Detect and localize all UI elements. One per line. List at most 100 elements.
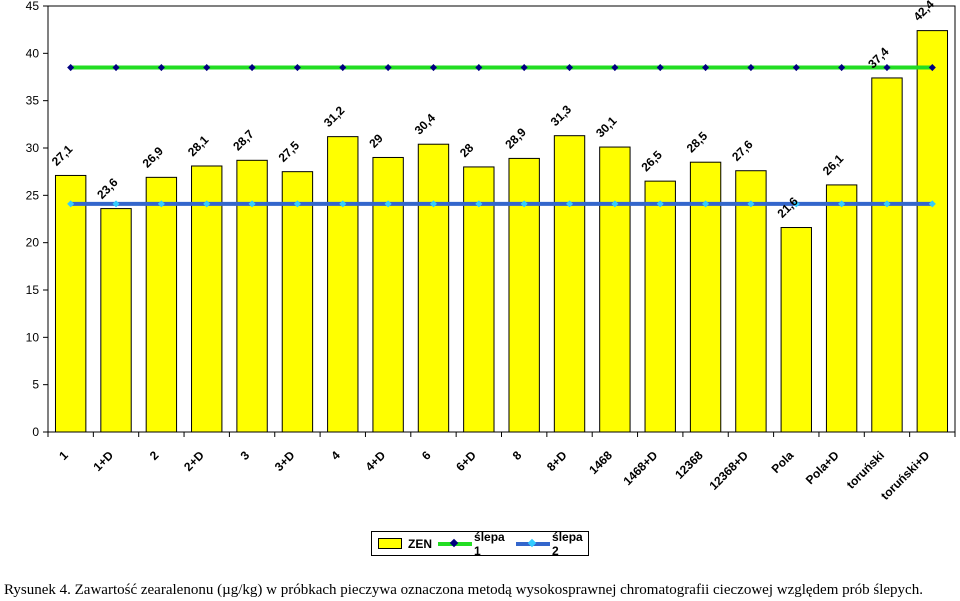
bar-chart: 0 5 10 15 20 25 30 35 40 45 1 1+D 2 2+D 3 3+D 4 4+D 6 6+D 8 8… [26, 0, 956, 503]
y-tick-label: 45 [26, 0, 40, 13]
line-marker [792, 63, 800, 72]
x-tick-label: 12368 [672, 448, 706, 482]
x-tick-label: toruński+D [878, 448, 933, 503]
line-marker [248, 63, 256, 72]
line-marker [656, 63, 664, 72]
line-marker [520, 63, 528, 72]
bar [54, 174, 87, 433]
line-marker [339, 200, 347, 208]
x-tick-label: 1+D [90, 448, 116, 474]
legend-swatch-slepa-1 [438, 538, 472, 550]
line-marker [838, 63, 846, 72]
bar [417, 143, 450, 433]
bar [825, 184, 858, 433]
legend-label-zen: ZEN [408, 536, 432, 551]
line-marker [248, 200, 256, 208]
line-marker [747, 200, 755, 208]
line-marker [157, 63, 165, 72]
line-marker [475, 63, 483, 72]
x-tick-label: 1468 [586, 448, 615, 477]
line-marker [339, 63, 347, 72]
x-tick-label: 6 [419, 448, 434, 463]
line-marker [611, 63, 619, 72]
line-marker [883, 200, 891, 208]
line-marker [565, 63, 574, 72]
line-marker [883, 63, 891, 72]
line-marker [293, 63, 301, 72]
legend-swatch-zen [378, 538, 402, 549]
x-tick-label: 3+D [272, 448, 298, 474]
bar [916, 30, 949, 433]
line-marker [67, 200, 75, 208]
y-tick-label: 35 [26, 94, 40, 108]
bar [463, 166, 495, 433]
x-tick-label: 2 [147, 448, 162, 463]
line-marker [112, 200, 120, 208]
line-marker [384, 63, 392, 72]
line-marker [702, 63, 710, 72]
y-tick-label: 5 [32, 378, 39, 392]
y-tick-label: 25 [26, 188, 40, 202]
legend-swatch-slepa-2 [516, 538, 550, 550]
legend-item-zen: ZEN [378, 537, 432, 551]
x-tick-label: 1 [56, 448, 71, 463]
bar [644, 180, 676, 433]
bar [281, 171, 314, 433]
bar [599, 146, 631, 433]
line-marker [157, 200, 165, 208]
bar [871, 77, 903, 433]
y-tick-label: 40 [26, 46, 40, 60]
line-marker [203, 63, 211, 72]
plot-area [47, 5, 956, 433]
x-tick-label: Pola [769, 448, 797, 476]
y-tick-label: 15 [26, 283, 40, 297]
bar [508, 157, 540, 433]
legend-item-slepa-2: ślepa 2 [516, 530, 588, 558]
bar [553, 135, 586, 433]
y-tick-label: 10 [26, 330, 40, 344]
x-tick-label: 1468+D [620, 448, 660, 488]
figure-caption: Rysunek 4. Zawartość zearalenonu (µg/kg)… [4, 582, 923, 598]
bar [100, 208, 132, 433]
bar [372, 156, 404, 433]
line-marker [702, 200, 710, 208]
line-marker [656, 200, 664, 208]
line-marker [293, 200, 301, 208]
x-tick-label: 8 [510, 448, 525, 463]
line-marker [565, 200, 574, 208]
bar [327, 136, 359, 433]
line-marker [520, 200, 528, 208]
bar [191, 165, 223, 433]
line-marker [429, 200, 438, 208]
line-marker [384, 200, 392, 208]
x-tick-label: 3 [238, 448, 253, 463]
bar [780, 227, 812, 433]
x-tick-label: Pola+D [803, 448, 842, 487]
chart-legend: ZEN ślepa 1 ślepa 2 [371, 530, 589, 558]
line-marker [792, 200, 800, 208]
legend-label-slepa-2: ślepa 2 [552, 529, 583, 558]
x-tick-label: 12368+D [706, 448, 751, 493]
line-marker [611, 200, 619, 208]
x-tick-label: 2+D [181, 448, 207, 474]
legend-item-slepa-1: ślepa 1 [438, 530, 510, 558]
y-tick-label: 0 [32, 425, 39, 439]
bar [145, 176, 178, 433]
line-marker [429, 63, 438, 72]
chart-area: 0 5 10 15 20 25 30 35 40 45 1 1+D 2 2+D 3 3+D 4 4+D 6 6+D 8 8… [26, 0, 956, 558]
line-marker [203, 200, 211, 208]
x-tick-label: 4 [328, 448, 343, 463]
x-tick-label: 6+D [453, 448, 479, 474]
line-marker [838, 200, 846, 208]
line-marker [112, 63, 120, 72]
line-marker [67, 63, 75, 72]
bar [735, 170, 767, 433]
x-tick-label: 8+D [544, 448, 570, 474]
y-tick-label: 30 [26, 141, 40, 155]
line-marker [928, 63, 936, 72]
line-marker [747, 63, 755, 72]
x-tick-label: toruński [844, 448, 887, 491]
x-tick-label: 4+D [363, 448, 389, 474]
legend-label-slepa-1: ślepa 1 [474, 529, 505, 558]
line-marker [475, 200, 483, 208]
